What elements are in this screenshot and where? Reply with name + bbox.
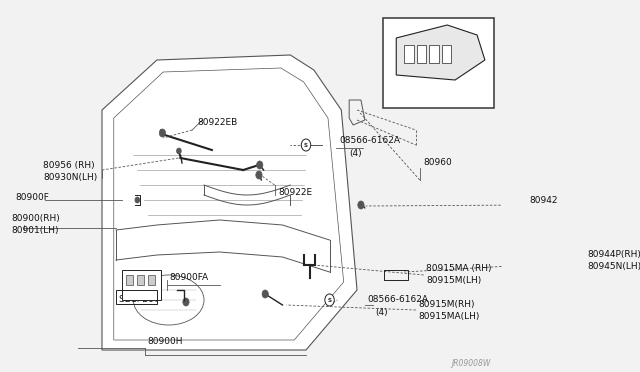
Text: 80944P(RH): 80944P(RH)	[587, 250, 640, 260]
Text: JR09008W: JR09008W	[451, 359, 490, 368]
Bar	[116, 290, 157, 304]
Text: 80915MA (RH): 80915MA (RH)	[426, 263, 492, 273]
Text: 08566-6162A: 08566-6162A	[367, 295, 428, 305]
Bar	[122, 270, 161, 300]
Text: 80900FA: 80900FA	[170, 273, 209, 282]
Circle shape	[325, 294, 334, 306]
Text: 80900(RH): 80900(RH)	[12, 214, 61, 222]
Bar	[125, 275, 133, 285]
Text: 80900F: 80900F	[16, 192, 49, 202]
Bar	[147, 275, 156, 285]
Text: 80960: 80960	[424, 157, 452, 167]
Text: S: S	[304, 142, 308, 148]
Bar	[417, 45, 426, 63]
Text: 80901(LH): 80901(LH)	[12, 225, 60, 234]
Text: 80922E: 80922E	[278, 187, 313, 196]
Circle shape	[183, 298, 189, 306]
Bar	[442, 45, 451, 63]
Text: 80945N(LH): 80945N(LH)	[587, 263, 640, 272]
Text: 80956 (RH): 80956 (RH)	[43, 160, 95, 170]
Text: 80922EB: 80922EB	[198, 118, 238, 126]
Text: 80900H: 80900H	[147, 337, 183, 346]
Bar	[383, 18, 494, 108]
Text: 08566-6162A: 08566-6162A	[340, 135, 401, 144]
Text: 80915M(LH): 80915M(LH)	[426, 276, 481, 285]
Circle shape	[257, 161, 263, 169]
Polygon shape	[396, 25, 485, 80]
Text: SEC. 267: SEC. 267	[119, 295, 160, 304]
Circle shape	[301, 139, 311, 151]
Bar	[404, 45, 413, 63]
Text: 80915MA(LH): 80915MA(LH)	[418, 312, 479, 321]
Text: (4): (4)	[375, 308, 388, 317]
Text: (4): (4)	[349, 148, 362, 157]
Polygon shape	[102, 55, 357, 350]
Bar	[429, 45, 438, 63]
Text: 80915M(RH): 80915M(RH)	[418, 301, 475, 310]
Bar	[136, 275, 145, 285]
Circle shape	[358, 201, 364, 209]
Circle shape	[135, 197, 140, 203]
Circle shape	[159, 129, 166, 137]
Circle shape	[177, 148, 181, 154]
Circle shape	[262, 290, 268, 298]
Text: 80961(LH): 80961(LH)	[442, 22, 489, 32]
Text: S: S	[328, 298, 332, 302]
Text: 80942: 80942	[530, 196, 558, 205]
Circle shape	[256, 171, 262, 179]
Text: 80930N(LH): 80930N(LH)	[43, 173, 97, 182]
